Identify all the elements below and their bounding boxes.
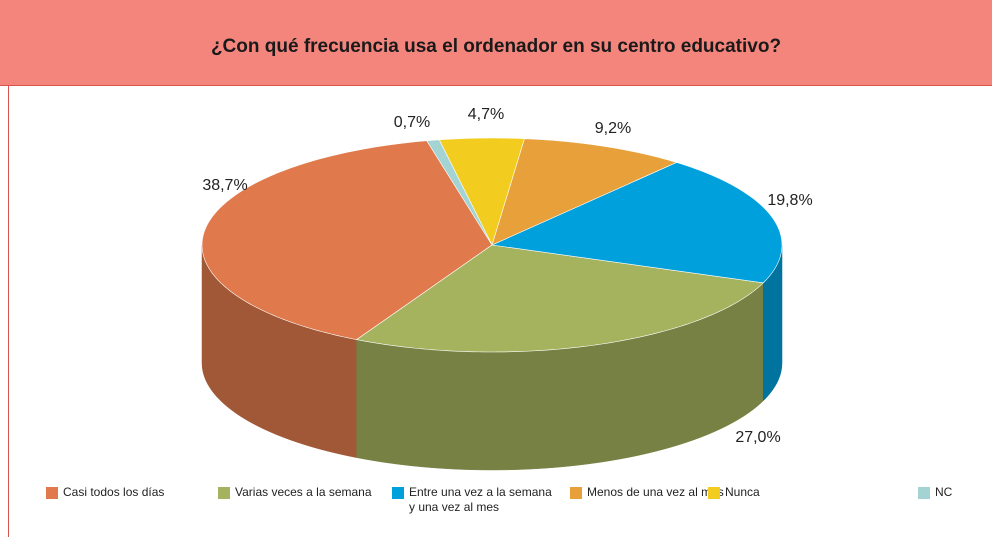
header: ¿Con qué frecuencia usa el ordenador en … (0, 0, 992, 86)
legend-item: Entre una vez a la semana y una vez al m… (392, 485, 552, 515)
border-line (8, 86, 9, 537)
legend-swatch (570, 487, 582, 499)
legend-label: NC (935, 485, 953, 499)
data-label: 19,8% (767, 192, 812, 209)
data-label: 0,7% (394, 114, 430, 131)
slice (426, 139, 493, 246)
legend-swatch (218, 487, 230, 499)
data-label: 27,0% (735, 429, 780, 446)
legend-item: Nunca (708, 485, 760, 500)
legend-swatch (708, 487, 720, 499)
chart-title: ¿Con qué frecuencia usa el ordenador en … (210, 36, 782, 57)
legend-label: Nunca (725, 485, 760, 499)
data-label: 38,7% (202, 177, 247, 194)
legend-label: Casi todos los días (63, 485, 165, 499)
data-label: 4,7% (468, 106, 504, 123)
legend-item: Casi todos los días (46, 485, 164, 500)
legend-label: Entre una vez a la semana y una vez al m… (409, 485, 552, 514)
slice (201, 140, 493, 340)
slice (355, 244, 764, 353)
legend-swatch (46, 487, 58, 499)
legend-swatch (918, 487, 930, 499)
legend-item: Varias veces a la semana (218, 485, 372, 500)
legend-item: Menos de una vez al mes (570, 485, 724, 500)
data-label: 9,2% (595, 120, 631, 137)
slice (491, 138, 678, 246)
legend-label: Menos de una vez al mes (587, 485, 724, 499)
legend-label: Varias veces a la semana (235, 485, 372, 499)
slice (490, 162, 783, 284)
legend-swatch (392, 487, 404, 499)
slice (438, 137, 525, 246)
legend-item: NC (918, 485, 952, 500)
